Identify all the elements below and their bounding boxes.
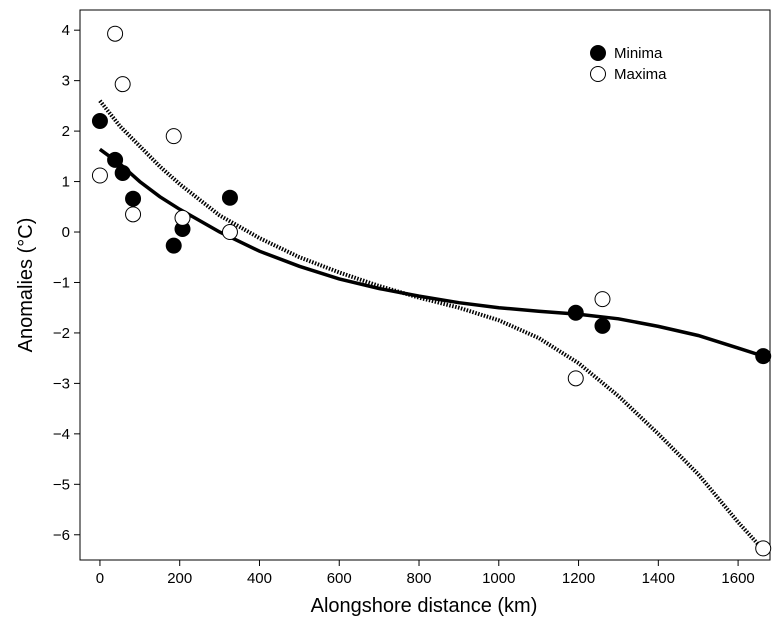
y-tick-label: −2 <box>53 325 70 342</box>
x-tick-label: 800 <box>407 570 432 587</box>
data-point-maxima <box>594 291 611 308</box>
x-tick-label: 1200 <box>562 570 595 587</box>
data-point-minima <box>755 348 772 365</box>
data-point-maxima <box>125 206 142 223</box>
data-point-minima <box>91 113 108 130</box>
legend-minima-label: Minima <box>614 45 663 62</box>
data-point-maxima <box>165 128 182 145</box>
data-point-minima <box>165 237 182 254</box>
y-axis-title: Anomalies (°C) <box>15 218 37 353</box>
fit-curve-maxima <box>98 99 765 552</box>
data-points <box>91 25 772 557</box>
data-point-minima <box>107 151 124 168</box>
x-tick-label: 600 <box>327 570 352 587</box>
legend: Minima Maxima <box>560 36 700 88</box>
legend-minima-marker <box>590 45 606 61</box>
x-axis: 0 200 400 600 800 1000 1200 1400 1600 <box>96 560 755 587</box>
y-tick-label: −3 <box>53 375 70 392</box>
y-tick-label: −4 <box>53 426 70 443</box>
y-tick-label: 3 <box>62 73 70 90</box>
data-point-maxima <box>755 540 772 557</box>
y-tick-label: 0 <box>62 224 70 241</box>
y-axis: −6 −5 −4 −3 −2 −1 0 1 2 3 4 <box>53 22 80 544</box>
plot-frame <box>79 9 771 561</box>
data-point-minima <box>594 317 611 334</box>
y-tick-label: −5 <box>53 476 70 493</box>
y-tick-label: 1 <box>62 174 70 191</box>
y-tick-label: 4 <box>62 22 70 39</box>
x-tick-label: 1000 <box>482 570 515 587</box>
x-axis-title: Alongshore distance (km) <box>311 595 538 617</box>
x-tick-label: 400 <box>247 570 272 587</box>
fit-curves <box>98 99 765 552</box>
data-point-maxima <box>221 224 238 241</box>
x-tick-label: 1600 <box>721 570 754 587</box>
data-point-minima <box>221 189 238 206</box>
data-point-minima <box>567 304 584 321</box>
y-tick-label: −1 <box>53 274 70 291</box>
legend-maxima-marker <box>590 66 606 82</box>
data-point-maxima <box>114 76 131 93</box>
data-point-minima <box>114 164 131 181</box>
legend-box <box>560 36 700 88</box>
data-point-maxima <box>91 167 108 184</box>
data-point-maxima <box>107 25 124 42</box>
data-point-minima <box>125 190 142 207</box>
x-tick-label: 200 <box>167 570 192 587</box>
y-tick-label: −6 <box>53 527 70 544</box>
data-point-maxima <box>174 209 191 226</box>
x-tick-label: 0 <box>96 570 104 587</box>
legend-maxima-label: Maxima <box>614 66 667 83</box>
fit-curve-minima <box>98 147 764 358</box>
y-tick-label: 2 <box>62 123 70 140</box>
x-tick-label: 1400 <box>642 570 675 587</box>
data-point-maxima <box>567 370 584 387</box>
